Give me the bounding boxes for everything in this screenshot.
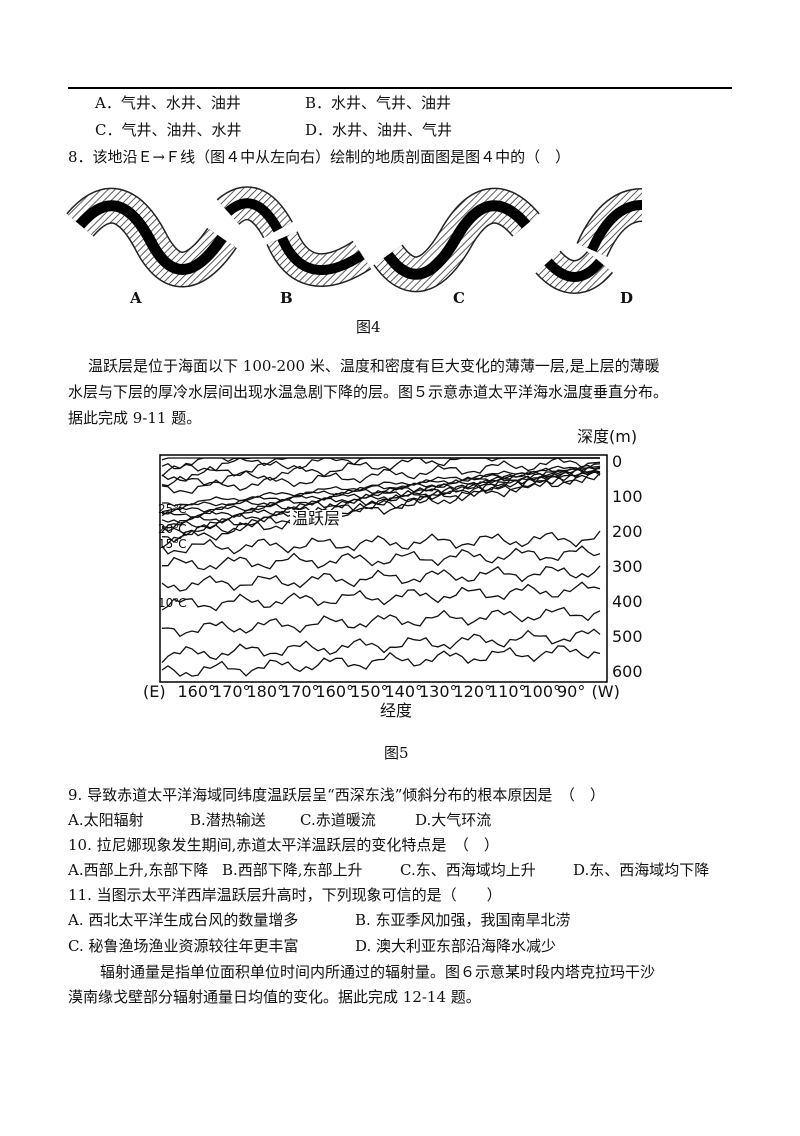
depth-tick-label: 600 xyxy=(612,662,643,681)
longitude-label: 160° xyxy=(177,682,217,701)
isotherm-label: 15℃ xyxy=(158,537,187,551)
passage-line: 辐射通量是指单位面积单位时间内所通过的辐射量。图６示意某时段内塔克拉玛干沙 xyxy=(100,963,656,981)
figure-label: C xyxy=(453,289,465,307)
option: B.西部下降,东部上升 xyxy=(222,861,363,879)
layer-label: 温跃层 xyxy=(290,509,343,528)
figure-label: A xyxy=(130,289,142,307)
longitude-label: (E) xyxy=(143,682,166,701)
longitude-label: 180° xyxy=(246,682,286,701)
longitude-label: 130° xyxy=(419,682,458,701)
longitude-label: 160° xyxy=(315,682,355,701)
isotherm xyxy=(161,469,601,549)
depth-tick-label: 0 xyxy=(612,452,623,471)
axis-title: 深度(m) xyxy=(577,427,638,446)
passage-line: 水层与下层的厚冷水层间出现水温急剧下降的层。图５示意赤道太平洋海水温度垂直分布。 xyxy=(68,383,669,401)
option: D. 澳大利亚东部沿海降水减少 xyxy=(355,937,557,955)
option: C.东、西海域均上升 xyxy=(400,861,536,879)
option: D．水井、油井、气井 xyxy=(305,121,453,139)
longitude-label: 90° xyxy=(557,682,586,701)
isotherm xyxy=(161,457,600,461)
longitude-label: 170° xyxy=(281,682,320,701)
isotherm-label: 20℃ xyxy=(158,522,187,536)
option: B. 东亚季风加强，我国南旱北涝 xyxy=(355,911,571,929)
isotherm xyxy=(161,468,601,533)
longitude-label: 120° xyxy=(453,682,493,701)
figure-label: B xyxy=(280,289,293,307)
question-stem: 8．该地沿Ｅ→Ｆ线（图４中从左向右）绘制的地质剖面图是图４中的（ ） xyxy=(68,148,571,166)
option: C. 秘鲁渔场渔业资源较往年更丰富 xyxy=(68,937,299,955)
axis-title: 经度 xyxy=(380,701,413,720)
option: B.潜热输送 xyxy=(190,811,266,829)
option: A.西部上升,东部下降 xyxy=(68,861,209,879)
isotherm xyxy=(161,645,601,677)
depth-tick-label: 400 xyxy=(612,592,643,611)
option: A.太阳辐射 xyxy=(68,811,144,829)
option: C.赤道暖流 xyxy=(300,811,376,829)
fold-d xyxy=(535,188,644,294)
question-stem: 10. 拉尼娜现象发生期间,赤道太平洋温跃层的变化特点是 （ ） xyxy=(68,836,499,854)
option: D.大气环流 xyxy=(415,811,492,829)
caption: 图5 xyxy=(384,744,409,762)
option: C．气井、油井、水井 xyxy=(95,121,242,139)
depth-tick-label: 200 xyxy=(612,522,643,541)
isotherm xyxy=(162,545,601,571)
isotherm xyxy=(161,565,601,592)
figure-5 xyxy=(159,454,608,683)
plot-frame xyxy=(159,454,608,683)
isotherm xyxy=(161,628,601,664)
isotherm xyxy=(161,471,601,543)
isotherm-label: 10℃ xyxy=(158,596,187,610)
depth-tick-label: 300 xyxy=(612,557,643,576)
depth-tick-label: 500 xyxy=(612,627,643,646)
caption: 图4 xyxy=(356,318,381,336)
isotherm xyxy=(161,457,601,495)
option: A．气井、水井、油井 xyxy=(95,94,241,112)
isotherm xyxy=(161,581,601,612)
passage-line: 漠南缘戈壁部分辐射通量日均值的变化。据此完成 12-14 题。 xyxy=(68,988,481,1006)
option: D.东、西海域均下降 xyxy=(573,861,710,879)
question-stem: 9. 导致赤道太平洋海域同纬度温跃层呈“西深东浅”倾斜分布的根本原因是 （ ） xyxy=(68,786,605,804)
longitude-label: 100° xyxy=(522,682,562,701)
isotherm xyxy=(161,606,601,638)
isotherm xyxy=(161,530,601,555)
fold-b xyxy=(216,186,372,287)
isotherm-label: 25℃ xyxy=(158,502,187,516)
option: A. 西北太平洋生成台风的数量增多 xyxy=(68,911,299,929)
longitude-label: 140° xyxy=(384,682,424,701)
figure-4 xyxy=(66,186,644,294)
longitude-label: (W) xyxy=(591,682,620,701)
fold-a xyxy=(66,187,237,288)
longitude-label: 170° xyxy=(212,682,251,701)
depth-tick-label: 100 xyxy=(612,487,643,506)
fold-c xyxy=(373,187,540,293)
longitude-label: 150° xyxy=(350,682,389,701)
figure-label: D xyxy=(620,289,634,307)
passage-line: 据此完成 9-11 题。 xyxy=(68,409,202,427)
passage-line: 温跃层是位于海面以下 100-200 米、温度和密度有巨大变化的薄薄一层,是上层… xyxy=(88,357,660,375)
longitude-label: 110° xyxy=(488,682,527,701)
option: B．水井、气井、油井 xyxy=(305,94,452,112)
question-stem: 11. 当图示太平洋西岸温跃层升高时，下列现象可信的是（ ） xyxy=(68,886,502,904)
isotherm xyxy=(161,471,601,537)
